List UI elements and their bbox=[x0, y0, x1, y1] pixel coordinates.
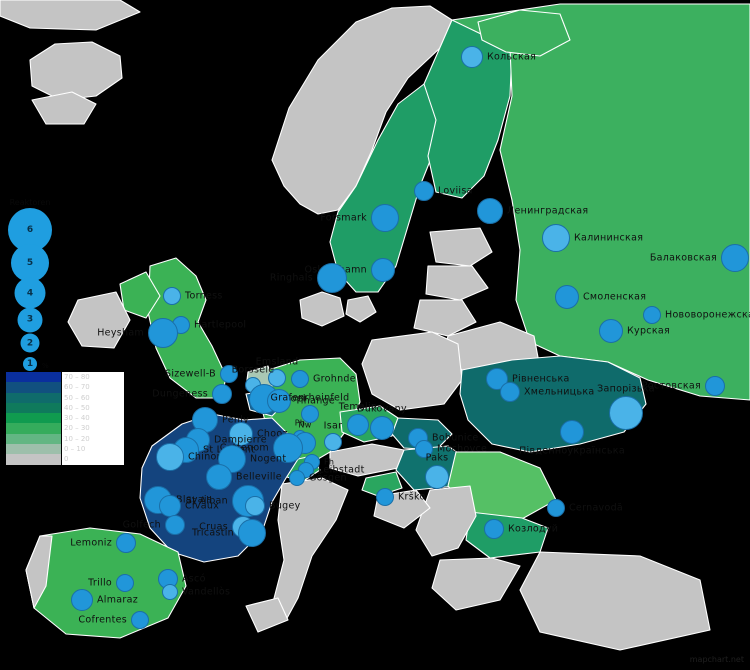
legend-circle-1: 1 bbox=[23, 356, 37, 371]
site-marker bbox=[268, 369, 286, 387]
legend-ramp-row: 70 – 80 bbox=[6, 372, 124, 383]
site-marker bbox=[370, 416, 394, 440]
site-marker bbox=[371, 204, 399, 232]
legend-nuclear-share: % 70 – 80 60 – 70 50 – 60 40 – 50 30 – 40 20 … bbox=[6, 362, 124, 465]
site-marker bbox=[599, 319, 623, 343]
legend-ramp-label: 70 – 80 bbox=[62, 372, 124, 383]
site-marker bbox=[163, 287, 181, 305]
legend-circle-2: 2 bbox=[20, 333, 40, 353]
legend-ramp-label: 50 – 60 bbox=[62, 392, 124, 403]
site-marker bbox=[116, 533, 136, 553]
site-marker bbox=[547, 499, 565, 517]
site-marker bbox=[317, 263, 347, 293]
site-marker bbox=[291, 370, 309, 388]
legend-ramp-label: 20 – 30 bbox=[62, 423, 124, 434]
legend-ramp-swatch bbox=[6, 382, 61, 393]
legend-ramp-swatch bbox=[6, 444, 61, 455]
legend-reactor-count: Reaktoren 6 5 4 3 2 1 bbox=[4, 198, 58, 371]
site-marker bbox=[229, 422, 253, 446]
site-marker bbox=[273, 433, 303, 463]
site-marker bbox=[477, 198, 503, 224]
legend-circle-5: 5 bbox=[11, 244, 49, 282]
site-marker bbox=[212, 384, 232, 404]
legend-ramp-label: 0 – 10 bbox=[62, 444, 124, 455]
legend-ramp-swatch bbox=[6, 413, 61, 424]
site-marker bbox=[324, 433, 342, 451]
site-marker bbox=[148, 318, 178, 348]
site-marker bbox=[347, 414, 369, 436]
legend-circle-3: 3 bbox=[17, 307, 43, 332]
site-marker bbox=[238, 519, 266, 547]
site-marker bbox=[131, 611, 149, 629]
site-marker bbox=[245, 496, 265, 516]
site-marker bbox=[721, 244, 749, 272]
legend-circle-label: 2 bbox=[26, 338, 34, 348]
legend-ramp-label: 0 bbox=[62, 454, 124, 465]
legend-ramp-swatch bbox=[6, 433, 61, 445]
watermark: mapchart.net bbox=[689, 655, 744, 664]
site-marker bbox=[371, 258, 395, 282]
site-marker bbox=[220, 365, 238, 383]
site-marker bbox=[560, 420, 584, 444]
legend-ramp-row: 40 – 50 bbox=[6, 402, 124, 414]
site-marker bbox=[414, 181, 434, 201]
site-marker bbox=[159, 495, 181, 517]
legend-circle-label: 1 bbox=[26, 358, 34, 369]
legend-ramp-swatch bbox=[6, 423, 61, 434]
legend-circle-label: 4 bbox=[26, 288, 34, 298]
site-marker bbox=[206, 464, 232, 490]
legend-ramp-row: 0 – 10 bbox=[6, 444, 124, 455]
legend-reactor-count-title: Reaktoren bbox=[9, 198, 51, 207]
site-marker bbox=[500, 382, 520, 402]
site-marker bbox=[116, 574, 134, 592]
legend-ramp-row: 20 – 30 bbox=[6, 423, 124, 434]
legend-ramp-label: 60 – 70 bbox=[62, 382, 124, 393]
site-marker bbox=[542, 224, 570, 252]
site-marker bbox=[705, 376, 725, 396]
site-marker bbox=[555, 285, 579, 309]
site-marker bbox=[425, 465, 449, 489]
site-marker bbox=[165, 515, 185, 535]
legend-ramp-label: 30 – 40 bbox=[62, 413, 124, 424]
legend-nuclear-share-title: % bbox=[42, 362, 49, 370]
site-marker bbox=[643, 306, 661, 324]
legend-ramp-label: 10 – 20 bbox=[62, 433, 124, 445]
legend-ramp-swatch bbox=[6, 454, 61, 465]
site-marker bbox=[162, 584, 178, 600]
site-marker bbox=[267, 389, 291, 413]
legend-ramp-swatch bbox=[6, 372, 61, 383]
site-marker bbox=[609, 396, 643, 430]
site-marker bbox=[71, 589, 93, 611]
legend-circle-label: 3 bbox=[26, 314, 34, 325]
legend-ramp-row: 0 bbox=[6, 454, 124, 465]
legend-circle-label: 5 bbox=[26, 258, 34, 268]
legend-ramp-row: 50 – 60 bbox=[6, 392, 124, 403]
legend-ramp-row: 30 – 40 bbox=[6, 413, 124, 424]
site-marker bbox=[415, 440, 433, 458]
site-marker bbox=[156, 443, 184, 471]
legend-ramp-swatch bbox=[6, 402, 61, 414]
legend-circle-4: 4 bbox=[14, 277, 46, 309]
site-marker bbox=[376, 488, 394, 506]
legend-ramp-row: 60 – 70 bbox=[6, 382, 124, 393]
site-marker bbox=[484, 519, 504, 539]
site-marker bbox=[301, 405, 319, 423]
legend-ramp-swatch bbox=[6, 392, 61, 403]
legend-ramp-row: 10 – 20 bbox=[6, 433, 124, 445]
site-marker bbox=[461, 46, 483, 68]
legend-circle-label: 6 bbox=[26, 225, 34, 235]
site-marker bbox=[289, 470, 305, 486]
legend-ramp-label: 40 – 50 bbox=[62, 402, 124, 414]
